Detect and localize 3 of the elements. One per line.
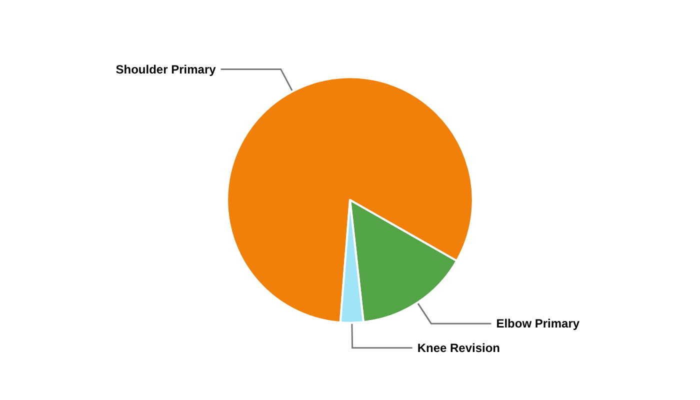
slice-label: Shoulder Primary	[116, 62, 216, 76]
slice-label: Knee Revision	[417, 340, 500, 355]
slice-label: Elbow Primary	[496, 316, 580, 331]
